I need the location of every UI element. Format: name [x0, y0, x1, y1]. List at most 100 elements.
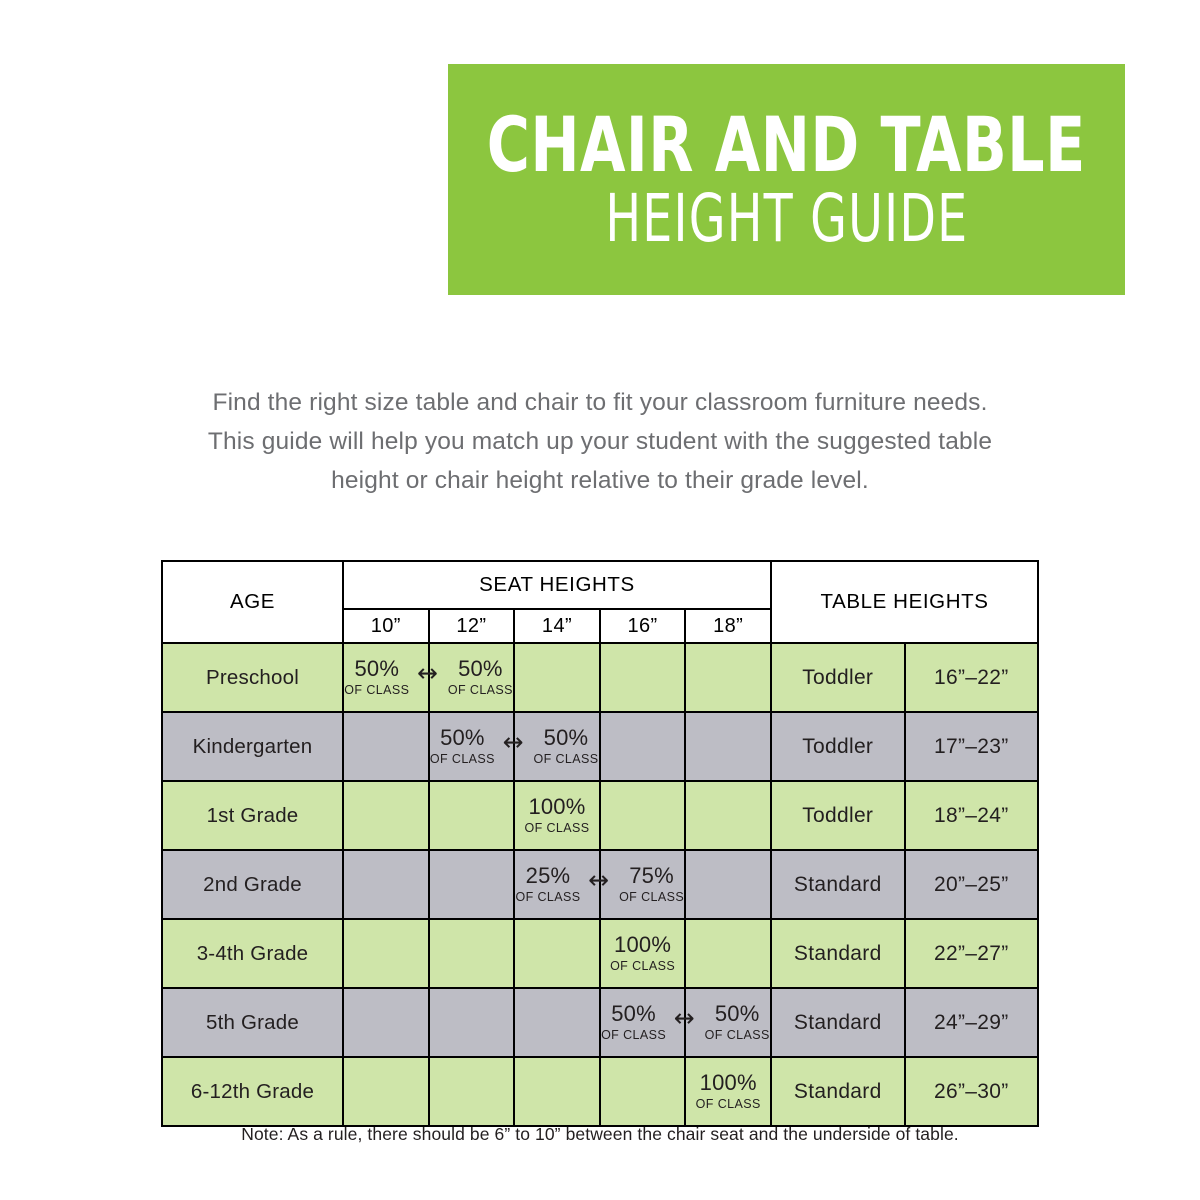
cell-seat-12: 50% OF CLASS ↔: [427, 711, 524, 782]
cell-seat-10: [342, 987, 430, 1058]
cell-age: 1st Grade: [161, 780, 344, 851]
cell-seat-18: [684, 780, 772, 851]
header-seat-12: 12”: [427, 608, 516, 644]
seat-of-class-label: OF CLASS: [533, 751, 599, 766]
seat-of-class-label: OF CLASS: [344, 682, 410, 697]
cell-table-type: Standard: [770, 987, 906, 1058]
cell-table-type: Toddler: [770, 711, 906, 782]
seat-percent: 25%: [525, 862, 571, 888]
seat-value-stack: 75% OF CLASS: [610, 862, 694, 904]
cell-table-type: Toddler: [770, 780, 906, 851]
cell-table-range: 20”–25”: [903, 849, 1039, 920]
subtitle-line-1: Find the right size table and chair to f…: [212, 389, 988, 416]
cell-seat-12: [427, 780, 516, 851]
seat-value-stack: 100% OF CLASS: [515, 795, 599, 835]
cell-seat-14: [513, 918, 601, 989]
page-title-line1: CHAIR AND TABLE: [487, 100, 1086, 190]
cell-seat-16: 75% OF CLASS: [598, 849, 687, 920]
seat-percent: 50%: [458, 655, 503, 681]
cell-seat-16: [598, 642, 687, 713]
footer-note: Note: As a rule, there should be 6” to 1…: [241, 1124, 959, 1144]
cell-seat-10: [342, 711, 430, 782]
cell-age: 6-12th Grade: [161, 1056, 344, 1127]
seat-value-stack: 50% OF CLASS: [592, 1000, 676, 1042]
table-row: 2nd Grade 25% OF CLASS ↔ 75% OF CLASS Standard…: [161, 849, 1039, 920]
header-seat-18: 18”: [684, 608, 772, 644]
cell-seat-14: [513, 987, 601, 1058]
cell-seat-18: [684, 849, 772, 920]
subtitle-line-3: height or chair height relative to their…: [331, 467, 869, 494]
header-seat-14: 14”: [513, 608, 601, 644]
cell-table-range: 26”–30”: [903, 1056, 1039, 1127]
cell-seat-12: [427, 1056, 516, 1127]
seat-of-class-label: OF CLASS: [429, 751, 495, 766]
seat-percent: 50%: [714, 1000, 760, 1026]
cell-seat-12: 50% OF CLASS: [427, 642, 516, 713]
seat-value-stack: 100% OF CLASS: [686, 1069, 770, 1111]
cell-seat-10: [342, 780, 430, 851]
cell-table-range: 22”–27”: [903, 918, 1039, 989]
cell-table-range: 16”–22”: [903, 642, 1039, 713]
cell-age: 2nd Grade: [161, 849, 344, 920]
seat-percent: 75%: [629, 862, 674, 888]
cell-seat-12: [427, 918, 516, 989]
header-table-heights: TABLE HEIGHTS: [770, 560, 1039, 644]
table-row: 1st Grade 100% OF CLASS Toddler 18”–24”: [161, 780, 1039, 851]
seat-value-stack: 50% OF CLASS: [335, 655, 419, 697]
table-row: Kindergarten 50% OF CLASS ↔ 50% OF CLASS Toddl…: [161, 711, 1039, 782]
page-title-line2: HEIGHT GUIDE: [605, 180, 968, 258]
subtitle-line-2: This guide will help you match up your s…: [207, 428, 993, 455]
cell-table-range: 17”–23”: [903, 711, 1039, 782]
cell-seat-14: 25% OF CLASS ↔: [513, 849, 609, 920]
cell-seat-16: 100% OF CLASS: [598, 918, 687, 989]
cell-seat-14: 50% OF CLASS: [513, 711, 601, 782]
seat-percent: 50%: [543, 724, 589, 750]
cell-table-type: Standard: [770, 918, 906, 989]
cell-seat-12: [427, 987, 516, 1058]
table-header: AGE SEAT HEIGHTS TABLE HEIGHTS 10” 12” 1…: [161, 560, 1039, 644]
header-age: AGE: [161, 560, 344, 644]
seat-value-stack: 50% OF CLASS: [421, 724, 505, 766]
cell-age: Kindergarten: [161, 711, 344, 782]
cell-seat-18: [684, 711, 772, 782]
seat-of-class-label: OF CLASS: [601, 1027, 667, 1042]
cell-age: Preschool: [161, 642, 344, 713]
seat-percent: 50%: [440, 724, 485, 750]
seat-percent: 100%: [614, 931, 672, 957]
cell-seat-14: 100% OF CLASS: [513, 780, 601, 851]
seat-percent: 50%: [354, 655, 400, 681]
seat-of-class-label: OF CLASS: [704, 1027, 770, 1042]
table-header-row-top: AGE SEAT HEIGHTS TABLE HEIGHTS: [161, 560, 1039, 644]
cell-seat-18: 50% OF CLASS: [684, 987, 772, 1058]
cell-seat-10: [342, 918, 430, 989]
seat-percent: 50%: [611, 1000, 656, 1026]
cell-table-type: Standard: [770, 1056, 906, 1127]
cell-seat-16: [598, 711, 687, 782]
table-row: Preschool 50% OF CLASS ↔ 50% OF CLASS Toddler 1…: [161, 642, 1039, 713]
seat-of-class-label: OF CLASS: [695, 1096, 761, 1111]
table-row: 5th Grade 50% OF CLASS ↔ 50% OF CLASS Standard…: [161, 987, 1039, 1058]
cell-table-range: 24”–29”: [903, 987, 1039, 1058]
cell-seat-16: [598, 780, 687, 851]
seat-of-class-label: OF CLASS: [447, 682, 513, 697]
cell-age: 3-4th Grade: [161, 918, 344, 989]
seat-percent: 100%: [699, 1069, 757, 1095]
cell-seat-18: [684, 642, 772, 713]
header-seat-heights: SEAT HEIGHTS: [342, 560, 772, 610]
subtitle-paragraph: Find the right size table and chair to f…: [170, 383, 1030, 500]
table-header-row-sub: 10” 12” 14” 16” 18”: [162, 608, 1038, 644]
cell-seat-10: 50% OF CLASS ↔: [342, 642, 438, 713]
seat-of-class-label: OF CLASS: [524, 820, 590, 835]
seat-value-stack: 50% OF CLASS: [695, 1000, 779, 1042]
seat-value-stack: 25% OF CLASS: [506, 862, 590, 904]
cell-seat-10: [342, 849, 430, 920]
seat-value-stack: 50% OF CLASS: [439, 655, 523, 697]
cell-seat-18: 100% OF CLASS: [684, 1056, 772, 1127]
seat-of-class-label: OF CLASS: [619, 889, 685, 904]
cell-seat-14: [513, 642, 601, 713]
seat-value-stack: 50% OF CLASS: [524, 724, 608, 766]
header-seat-16: 16”: [598, 608, 687, 644]
table-body: Preschool 50% OF CLASS ↔ 50% OF CLASS Toddler 1…: [161, 642, 1039, 1127]
chair-table-height-table: AGE SEAT HEIGHTS TABLE HEIGHTS 10” 12” 1…: [161, 560, 1039, 1127]
cell-table-range: 18”–24”: [903, 780, 1039, 851]
